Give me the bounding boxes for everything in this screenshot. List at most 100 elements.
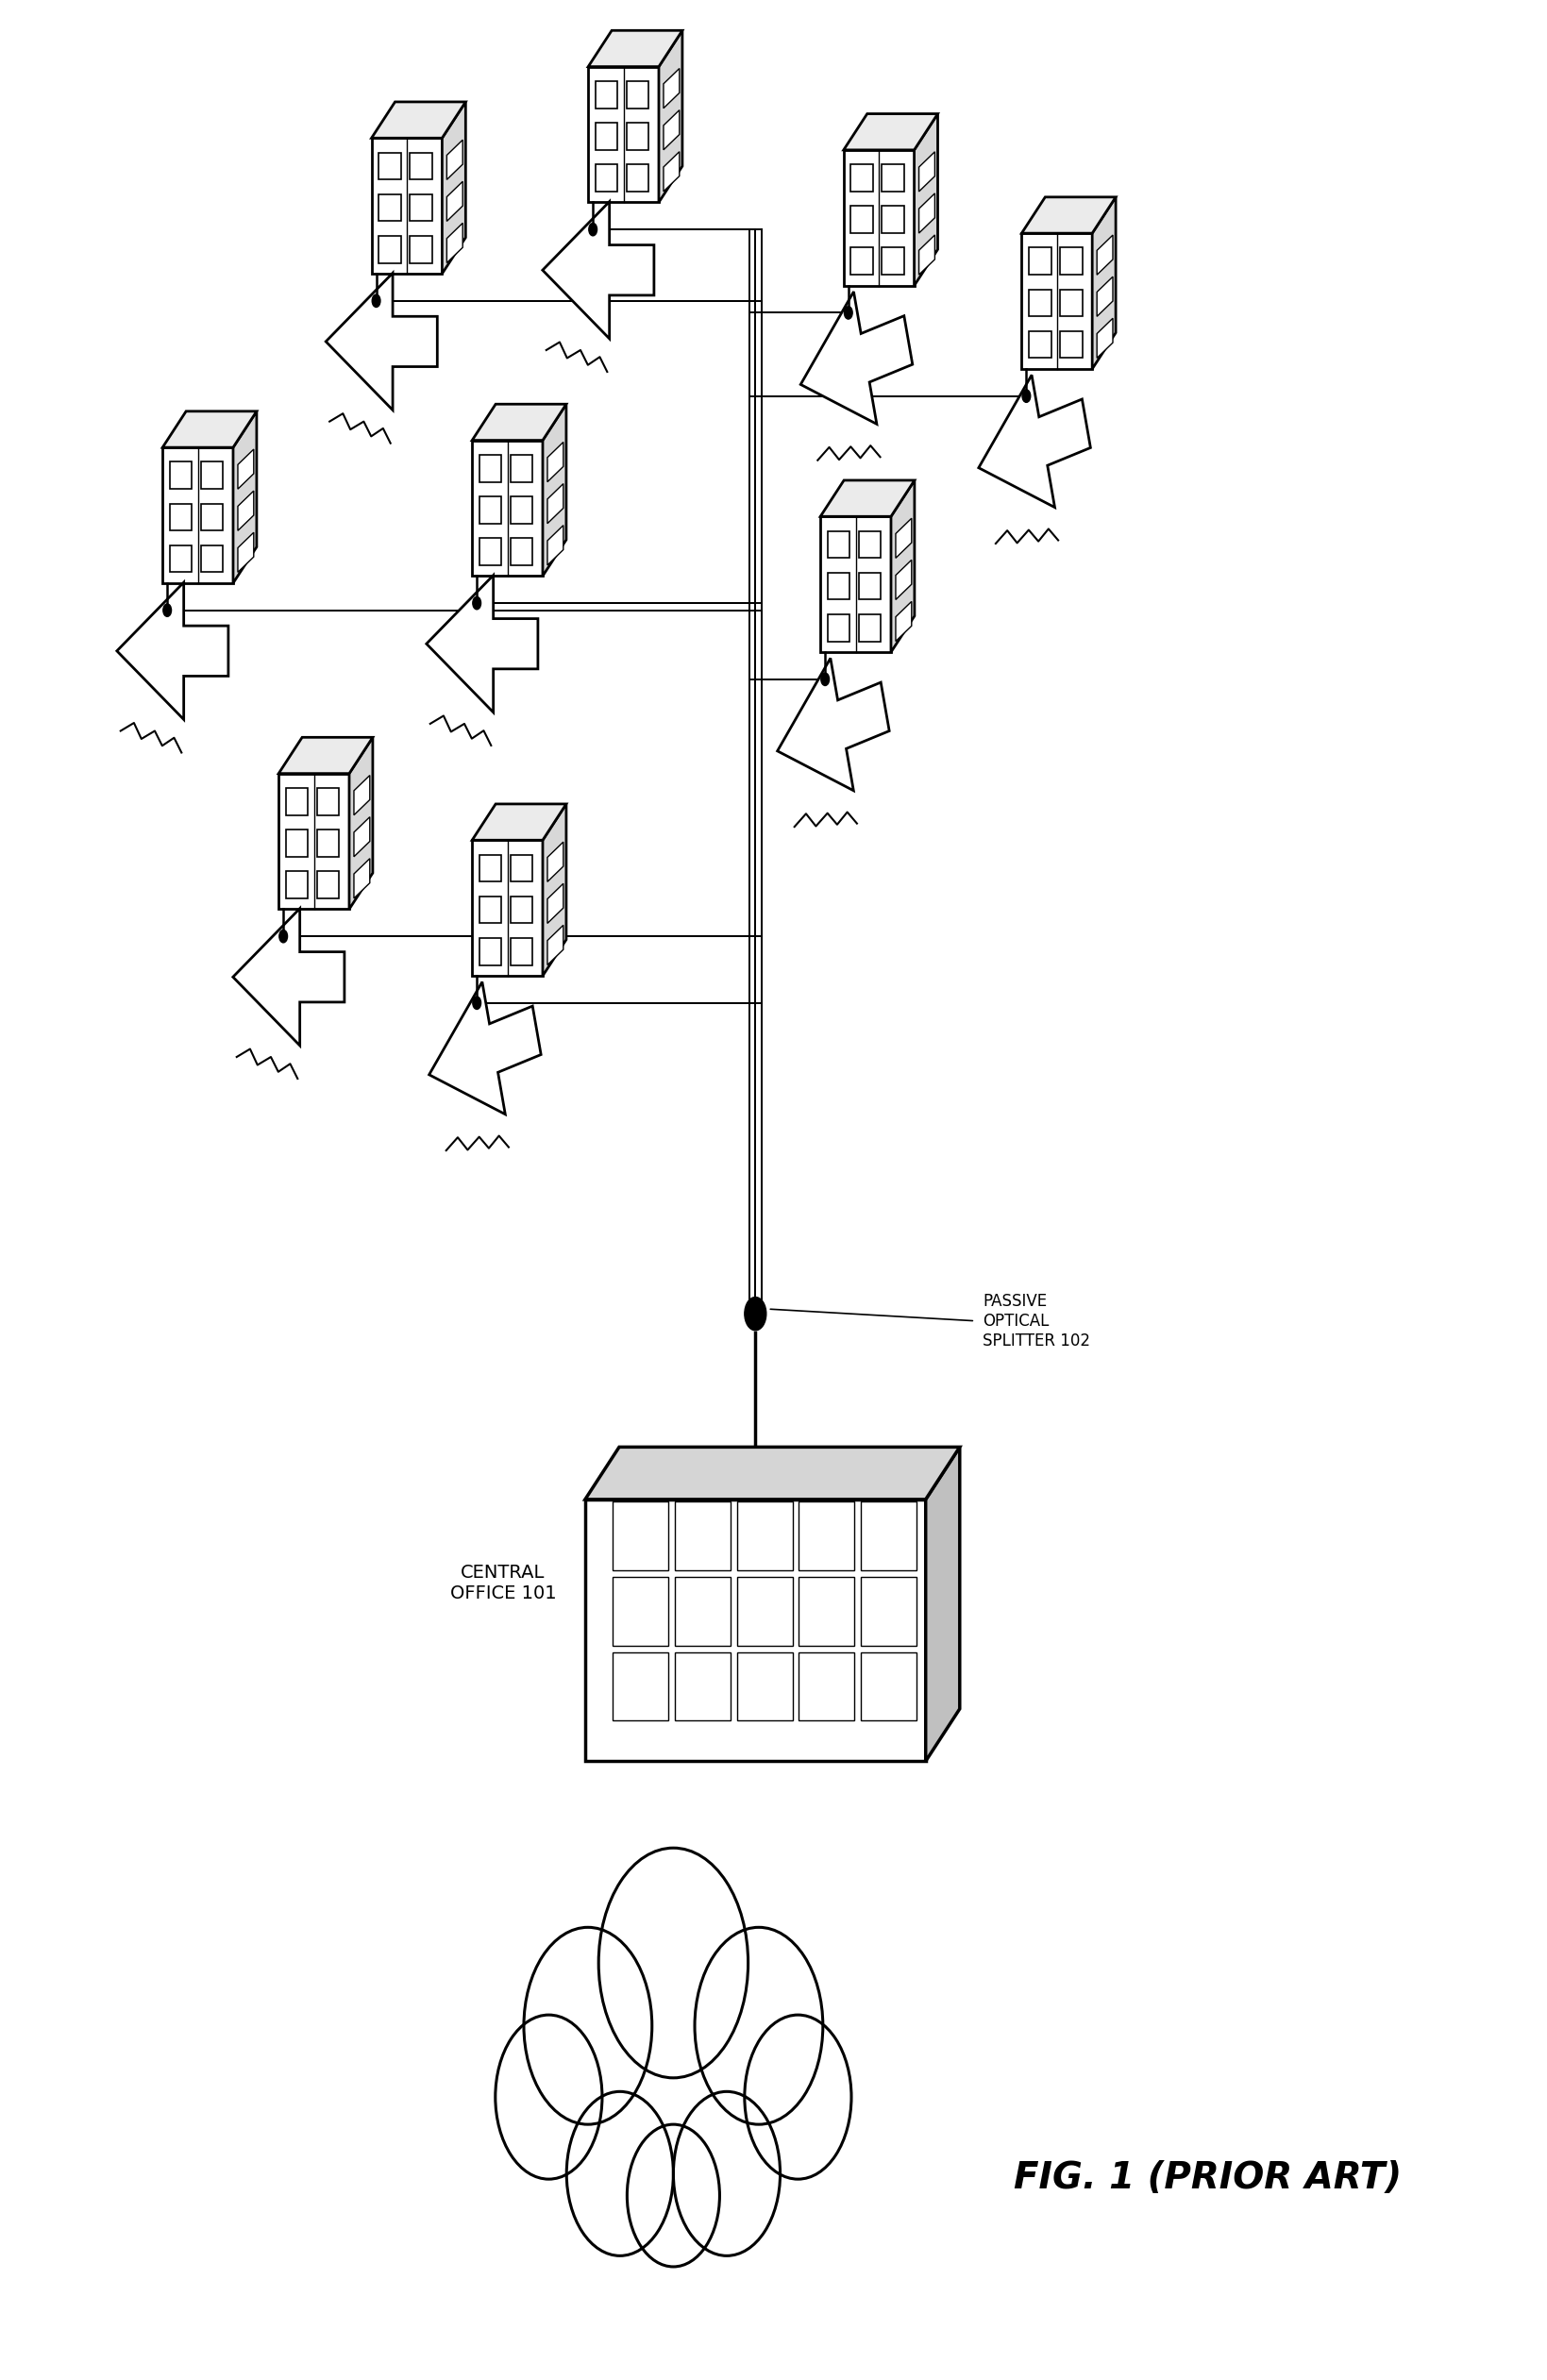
Polygon shape [596,124,617,150]
Polygon shape [162,447,234,583]
Circle shape [588,224,597,236]
Polygon shape [896,559,911,600]
Polygon shape [326,274,438,409]
Polygon shape [843,150,914,286]
Polygon shape [1060,290,1081,317]
Polygon shape [234,412,257,583]
Polygon shape [379,236,401,262]
Polygon shape [1021,233,1092,369]
Polygon shape [585,1447,959,1499]
Polygon shape [596,81,617,107]
Polygon shape [354,859,370,897]
Polygon shape [442,102,466,274]
Polygon shape [851,207,873,233]
Polygon shape [286,871,308,897]
Text: CENTRAL
OFFICE 101: CENTRAL OFFICE 101 [450,1564,555,1602]
Polygon shape [238,490,254,531]
Polygon shape [511,938,532,964]
Polygon shape [511,897,532,923]
Bar [674,1502,730,1571]
Polygon shape [162,412,257,447]
Polygon shape [480,497,501,524]
Polygon shape [882,164,903,190]
Polygon shape [828,614,849,640]
Polygon shape [543,804,566,976]
Polygon shape [828,531,849,557]
Circle shape [1021,390,1030,402]
Bar [674,1578,730,1645]
Polygon shape [1097,276,1112,317]
Polygon shape [425,576,538,712]
Text: ISP NETWORK
103: ISP NETWORK 103 [610,2040,736,2078]
Polygon shape [978,376,1089,507]
Polygon shape [118,583,229,719]
Polygon shape [170,462,192,488]
Polygon shape [472,405,566,440]
Polygon shape [354,776,370,814]
Polygon shape [548,926,563,964]
Polygon shape [317,788,339,814]
Polygon shape [548,526,563,564]
Polygon shape [480,854,501,881]
Bar [613,1652,668,1721]
Polygon shape [1029,248,1050,274]
Bar [860,1578,916,1645]
Bar [860,1502,916,1571]
Polygon shape [820,516,891,652]
Polygon shape [317,871,339,897]
Circle shape [162,605,172,616]
Polygon shape [480,538,501,564]
Polygon shape [828,574,849,600]
Polygon shape [1060,331,1081,357]
Polygon shape [238,533,254,571]
Polygon shape [1029,290,1050,317]
Polygon shape [170,505,192,531]
Polygon shape [278,774,350,909]
Circle shape [820,674,829,685]
Polygon shape [511,538,532,564]
Polygon shape [472,804,566,840]
Bar [613,1578,668,1645]
Polygon shape [371,102,466,138]
Circle shape [673,2092,780,2256]
Bar [736,1652,792,1721]
Polygon shape [543,202,654,338]
Polygon shape [201,505,223,531]
Polygon shape [379,195,401,221]
Text: PASSIVE
OPTICAL
SPLITTER 102: PASSIVE OPTICAL SPLITTER 102 [982,1292,1091,1349]
Polygon shape [659,31,682,202]
Polygon shape [820,481,914,516]
Polygon shape [480,938,501,964]
Polygon shape [410,236,432,262]
Polygon shape [585,1499,925,1761]
Polygon shape [777,659,888,790]
Circle shape [744,1297,766,1330]
Bar [798,1578,854,1645]
Circle shape [472,997,481,1009]
Polygon shape [1097,236,1112,274]
Polygon shape [371,138,442,274]
Polygon shape [588,67,659,202]
Polygon shape [896,602,911,640]
Bar [613,1502,668,1571]
Circle shape [472,597,481,609]
Bar [674,1652,730,1721]
Polygon shape [170,545,192,571]
Polygon shape [238,450,254,488]
Polygon shape [410,152,432,178]
Polygon shape [914,114,937,286]
Bar [798,1652,854,1721]
Bar [860,1652,916,1721]
Circle shape [495,2016,602,2180]
Polygon shape [548,883,563,923]
Polygon shape [664,69,679,107]
Polygon shape [410,195,432,221]
Polygon shape [511,497,532,524]
Polygon shape [859,531,880,557]
Polygon shape [543,405,566,576]
Circle shape [523,1928,651,2125]
Circle shape [695,1928,823,2125]
Polygon shape [1092,198,1115,369]
Polygon shape [882,248,903,274]
Polygon shape [447,224,463,262]
